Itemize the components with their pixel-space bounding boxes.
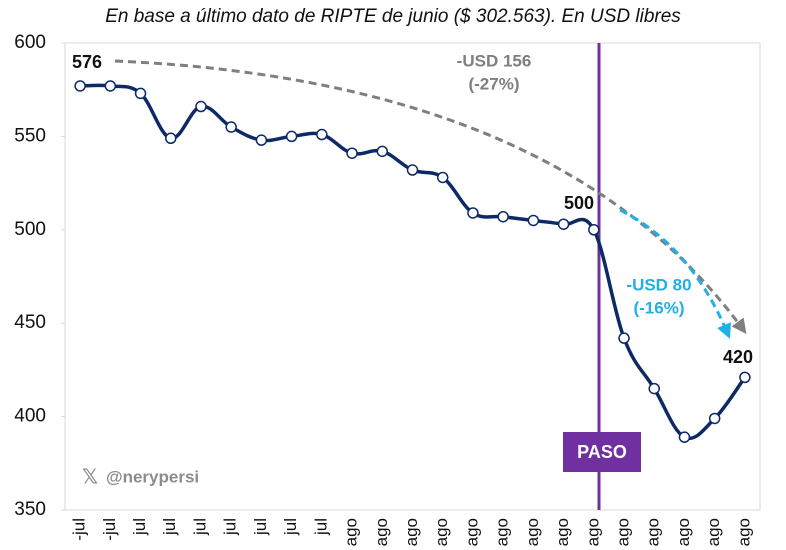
x-tick-label: -jul [100,518,119,541]
point [708,412,721,425]
x-tick-label: ago [674,518,693,546]
point [739,371,751,384]
point [618,332,630,344]
point [195,100,207,113]
annotation: 420 [723,347,753,367]
y-tick-label: 400 [14,406,46,427]
point [134,87,147,100]
x-tick-label: ago [614,518,633,546]
trend-arrow [619,208,731,339]
annotation: -USD 80 [626,275,691,294]
point [467,207,479,219]
x-tick-label: jul [160,518,179,536]
x-tick-label: ago [704,518,723,546]
point [285,130,298,143]
x-tick-label: ago [583,518,602,546]
point [527,214,540,227]
x-tick-label: jul [311,518,330,536]
chart-title: En base a último dato de RIPTE de junio … [105,6,681,27]
point [588,224,600,236]
point [678,431,691,443]
plot-frame [64,42,761,511]
x-tick-label: ago [402,518,421,546]
point [648,382,660,395]
point [436,171,449,184]
point [104,80,117,92]
y-tick-label: 600 [14,32,46,53]
x-tick-label: jul [190,518,209,536]
annotation: (-27%) [468,74,519,93]
x-tick-label: ago [493,518,512,546]
point [557,218,570,230]
x-logo: 𝕏 [82,466,98,488]
y-tick-label: 500 [14,219,46,240]
point [497,210,509,223]
annotation: 576 [72,52,102,72]
x-tick-label: -jul [70,518,89,541]
x-tick-label: jul [221,518,240,536]
x-tick-label: ago [342,518,361,546]
x-tick-label: ago [432,518,451,546]
x-tick-label: jul [251,518,270,536]
point [165,132,177,145]
handle: @nerypersi [106,467,199,486]
point [225,121,237,133]
x-tick-label: ago [523,518,542,546]
point [74,80,86,92]
annotation: -USD 156 [457,51,532,70]
x-tick-label: ago [734,518,753,546]
event-box [563,432,641,472]
x-tick-label: ago [553,518,572,546]
annotation: (-16%) [633,298,684,317]
y-tick-label: 550 [14,125,46,146]
x-tick-label: ago [372,518,391,546]
event-label: PASO [577,442,627,462]
y-tick-label: 450 [14,312,46,333]
line [80,83,747,441]
point [346,147,358,159]
x-tick-label: jul [130,518,149,536]
point [406,164,419,176]
annotation: 500 [564,193,594,213]
point [316,128,328,141]
point [255,134,268,146]
x-tick-label: ago [644,518,663,546]
point [376,145,389,158]
x-tick-label: ago [462,518,481,546]
y-tick-label: 350 [14,499,46,520]
x-tick-label: jul [281,518,300,536]
